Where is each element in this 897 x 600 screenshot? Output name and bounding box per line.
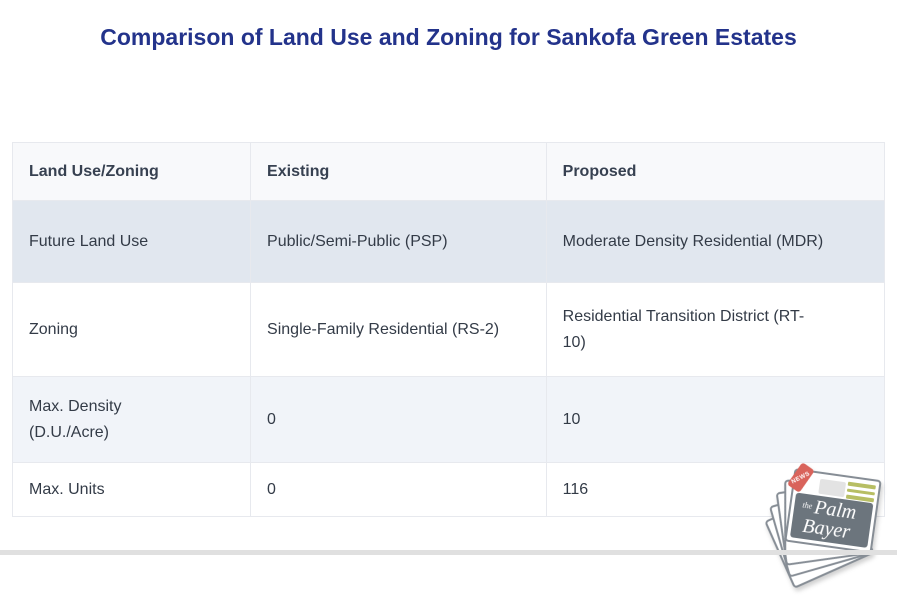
table-row-zoning: Zoning Single-Family Residential (RS-2) … bbox=[11, 282, 886, 377]
logo-masthead: the Palm Bayer bbox=[789, 492, 874, 548]
news-ribbon-label: NEWS bbox=[790, 470, 812, 485]
cell-existing-value: Single-Family Residential (RS-2) bbox=[250, 282, 547, 377]
palm-bayer-newspaper-logo: NEWS the Palm Bayer bbox=[747, 455, 892, 589]
header-existing: Existing bbox=[250, 142, 547, 201]
table-row-future-land-use: Future Land Use Public/Semi-Public (PSP)… bbox=[11, 200, 886, 283]
newspaper-photo-placeholder bbox=[818, 478, 847, 498]
cell-text: Max. Units bbox=[29, 480, 105, 498]
cell-text: 0 bbox=[267, 480, 276, 498]
header-label: Proposed bbox=[562, 162, 637, 180]
cell-text: 116 bbox=[562, 480, 589, 498]
cell-row-label: Zoning bbox=[11, 282, 252, 377]
cell-text: Max. Density (D.U./Acre) bbox=[29, 397, 122, 441]
header-land-use-zoning: Land Use/Zoning bbox=[11, 142, 252, 201]
header-label: Existing bbox=[267, 162, 330, 180]
cell-existing-value: 0 bbox=[250, 462, 547, 517]
table-row-max-density: Max. Density (D.U./Acre) 0 10 bbox=[11, 376, 886, 463]
logo-word-the: the bbox=[801, 500, 813, 511]
cell-row-label: Max. Density (D.U./Acre) bbox=[11, 376, 252, 463]
cell-proposed-value: 10 bbox=[545, 376, 886, 463]
cell-text: Public/Semi-Public (PSP) bbox=[267, 232, 448, 250]
bottom-divider-bar bbox=[0, 550, 897, 555]
header-proposed: Proposed bbox=[545, 142, 886, 201]
news-ribbon-icon: NEWS bbox=[786, 462, 815, 493]
page-title: Comparison of Land Use and Zoning for Sa… bbox=[100, 24, 797, 50]
newspaper-front-page: NEWS the Palm Bayer bbox=[784, 462, 882, 554]
cell-text: Zoning bbox=[29, 320, 78, 338]
cell-proposed-value: Moderate Density Residential (MDR) bbox=[545, 200, 886, 283]
land-use-zoning-table: Land Use/Zoning Existing Proposed Future… bbox=[11, 142, 886, 517]
cell-proposed-value: Residential Transition District (RT-10) bbox=[545, 282, 886, 377]
cell-text: Future Land Use bbox=[29, 232, 149, 250]
cell-existing-value: 0 bbox=[250, 376, 547, 463]
cell-existing-value: Public/Semi-Public (PSP) bbox=[250, 200, 547, 283]
cell-text: Single-Family Residential (RS-2) bbox=[267, 320, 500, 338]
cell-text: 0 bbox=[267, 410, 276, 428]
cell-text: 10 bbox=[562, 410, 581, 428]
table-header-row: Land Use/Zoning Existing Proposed bbox=[11, 142, 886, 201]
cell-text: Residential Transition District (RT-10) bbox=[562, 307, 805, 351]
land-use-zoning-table-container: Land Use/Zoning Existing Proposed Future… bbox=[11, 142, 886, 517]
header-label: Land Use/Zoning bbox=[29, 162, 159, 180]
cell-text: Moderate Density Residential (MDR) bbox=[562, 232, 824, 250]
cell-row-label: Future Land Use bbox=[11, 200, 252, 283]
cell-row-label: Max. Units bbox=[11, 462, 252, 517]
